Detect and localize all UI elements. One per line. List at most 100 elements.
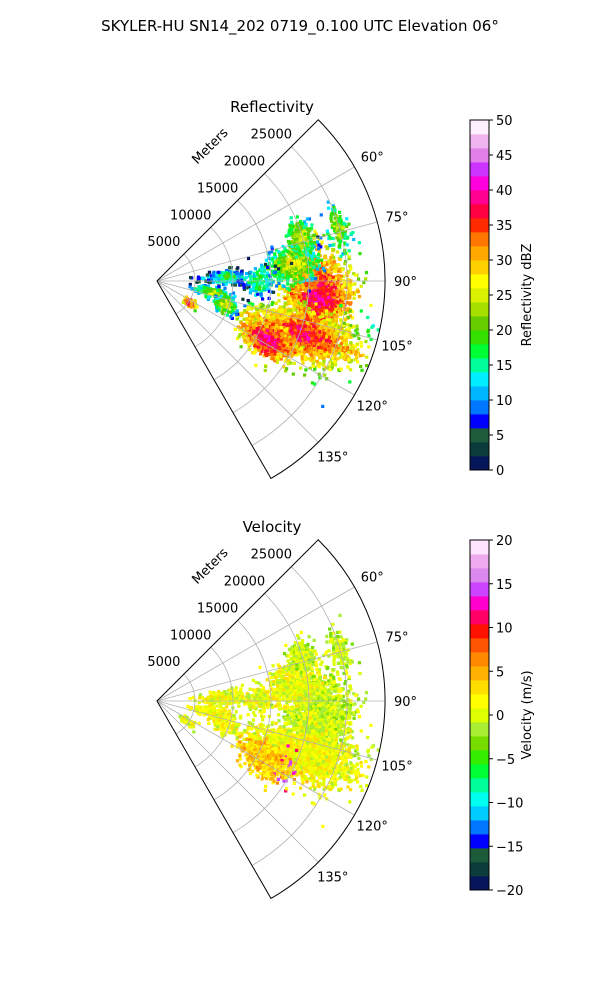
echo-cell (283, 308, 287, 312)
echo-cell (289, 254, 293, 259)
echo-cell (332, 310, 337, 314)
echo-cell (256, 317, 261, 321)
echo-cell (315, 244, 319, 248)
echo-cell (327, 259, 331, 263)
echo-cell (294, 328, 298, 333)
echo-cell (256, 321, 260, 326)
echo-cell (287, 326, 291, 330)
echo-cell (311, 234, 315, 238)
echo-cell (265, 331, 269, 335)
echo-cell (306, 268, 310, 272)
echo-cell (294, 285, 298, 289)
echo-cell (335, 310, 339, 314)
echo-cell (298, 275, 302, 279)
echo-cell (221, 271, 225, 275)
echo-cell (240, 313, 244, 317)
echo-cell (315, 267, 320, 271)
echo-cell (295, 353, 299, 357)
echo-cell (279, 318, 283, 322)
echo-cell (307, 261, 311, 265)
echo-cell (349, 350, 353, 354)
echo-cell (347, 255, 351, 259)
echo-cell (326, 273, 330, 277)
echo-cell (270, 339, 274, 343)
echo-cell (278, 306, 282, 310)
echo-cell (286, 319, 290, 323)
echo-cell (288, 251, 292, 255)
echo-cell (347, 249, 351, 253)
echo-cell (334, 307, 338, 311)
echo-cell (319, 273, 323, 277)
echo-cell (296, 270, 300, 274)
echo-cell (265, 325, 269, 329)
echo-cell (338, 257, 342, 261)
echo-cell (236, 325, 240, 329)
echo-cell (274, 301, 278, 305)
echo-cell (276, 267, 281, 271)
echo-cell (294, 272, 298, 276)
echo-cell (330, 286, 334, 290)
echo-cell (279, 349, 283, 353)
echo-cell (343, 318, 348, 322)
echo-cell (338, 313, 343, 317)
echo-cell (319, 289, 323, 293)
echo-cell (287, 272, 291, 276)
echo-cell (295, 321, 299, 325)
echo-cell (315, 288, 319, 292)
echo-cell (275, 360, 279, 365)
echo-cell (314, 277, 318, 281)
echo-cell (331, 356, 335, 360)
echo-cell (271, 257, 275, 261)
echo-cell (307, 310, 311, 315)
echo-cell (341, 328, 345, 332)
echo-cell (298, 249, 302, 253)
echo-cell (223, 286, 227, 290)
echo-cell (292, 323, 296, 327)
echo-cell (340, 268, 344, 272)
echo-cell (352, 334, 357, 338)
echo-cell (270, 247, 274, 251)
echo-cell (323, 302, 327, 306)
echo-cell (303, 308, 307, 312)
echo-cell (323, 269, 327, 273)
echo-cell (321, 263, 325, 267)
echo-cell (319, 342, 323, 346)
echo-cell (267, 332, 271, 336)
echo-cell (337, 263, 341, 267)
echo-cell (307, 291, 312, 295)
echo-cell (297, 235, 301, 239)
echo-cell (357, 241, 361, 245)
echo-cell (285, 264, 290, 268)
echo-cell (317, 361, 322, 365)
echo-cell (266, 338, 271, 342)
echo-cell (334, 363, 338, 367)
echo-cell (320, 302, 324, 306)
echo-cell (299, 302, 303, 306)
echo-cell (325, 262, 329, 266)
echo-cell (294, 229, 298, 233)
echo-cell (321, 356, 325, 360)
echo-cell (331, 237, 335, 241)
echo-cell (318, 281, 322, 285)
echo-cell (260, 349, 264, 353)
echo-cell (329, 256, 333, 260)
echo-cell (347, 356, 351, 360)
echo-cell (239, 326, 243, 330)
echo-cell (332, 303, 336, 307)
echo-cell (312, 333, 316, 337)
echo-cell (287, 359, 291, 363)
echo-cell (319, 346, 324, 350)
echo-cell (286, 299, 291, 303)
echo-cell (277, 322, 281, 326)
echo-cell (302, 267, 307, 271)
echo-cell (311, 346, 315, 350)
echo-cell (282, 264, 286, 268)
echo-cell (223, 292, 227, 296)
echo-cell (262, 309, 266, 314)
echo-cell (244, 328, 248, 333)
echo-cell (253, 317, 258, 321)
echo-cell (317, 243, 321, 247)
echo-cell (272, 333, 276, 337)
echo-cell (278, 257, 282, 261)
echo-cell (349, 286, 353, 291)
